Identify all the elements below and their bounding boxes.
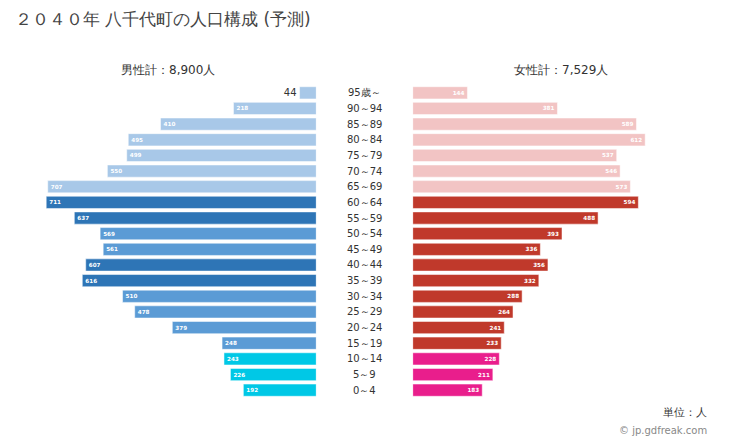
- svg-text:233: 233: [486, 340, 498, 346]
- svg-text:40～44: 40～44: [347, 259, 382, 270]
- svg-text:85～89: 85～89: [347, 119, 382, 130]
- svg-text:211: 211: [478, 372, 490, 378]
- svg-text:488: 488: [583, 215, 595, 221]
- svg-text:573: 573: [616, 184, 628, 190]
- svg-text:248: 248: [225, 340, 237, 346]
- svg-text:45～49: 45～49: [347, 244, 382, 255]
- svg-text:537: 537: [602, 152, 614, 158]
- svg-text:589: 589: [622, 121, 634, 127]
- svg-text:550: 550: [110, 168, 122, 174]
- svg-text:336: 336: [526, 246, 538, 252]
- svg-text:90～94: 90～94: [347, 103, 382, 114]
- svg-text:218: 218: [236, 105, 248, 111]
- svg-text:２０４０年 八千代町の人口構成 (予測): ２０４０年 八千代町の人口構成 (予測): [15, 9, 311, 29]
- svg-text:20～24: 20～24: [347, 322, 382, 333]
- svg-text:478: 478: [138, 309, 150, 315]
- svg-text:616: 616: [85, 278, 97, 284]
- svg-text:612: 612: [630, 137, 642, 143]
- svg-text:546: 546: [605, 168, 617, 174]
- svg-text:569: 569: [103, 231, 115, 237]
- svg-text:35～39: 35～39: [347, 275, 382, 286]
- svg-text:144: 144: [453, 90, 465, 96]
- svg-text:607: 607: [89, 262, 101, 268]
- svg-text:女性計：7,529人: 女性計：7,529人: [514, 63, 608, 77]
- svg-text:226: 226: [233, 372, 245, 378]
- svg-text:637: 637: [77, 215, 89, 221]
- svg-text:50～54: 50～54: [347, 228, 382, 239]
- svg-text:0～4: 0～4: [353, 385, 376, 396]
- svg-text:単位：人: 単位：人: [663, 406, 707, 419]
- svg-text:44: 44: [284, 87, 297, 98]
- svg-text:183: 183: [467, 387, 479, 393]
- svg-text:© jp.gdfreak.com: © jp.gdfreak.com: [619, 425, 707, 436]
- svg-text:379: 379: [175, 325, 187, 331]
- svg-text:594: 594: [624, 199, 636, 205]
- svg-text:192: 192: [246, 387, 258, 393]
- svg-text:30～34: 30～34: [347, 291, 382, 302]
- svg-text:381: 381: [543, 105, 555, 111]
- svg-text:95歳～: 95歳～: [348, 87, 381, 98]
- svg-text:5～9: 5～9: [353, 369, 376, 380]
- svg-text:男性計：8,900人: 男性計：8,900人: [121, 63, 215, 77]
- svg-text:356: 356: [533, 262, 545, 268]
- svg-text:55～59: 55～59: [347, 213, 382, 224]
- svg-text:707: 707: [51, 184, 63, 190]
- svg-text:10～14: 10～14: [347, 353, 382, 364]
- svg-text:241: 241: [489, 325, 501, 331]
- svg-text:15～19: 15～19: [347, 338, 382, 349]
- svg-text:75～79: 75～79: [347, 150, 382, 161]
- svg-text:393: 393: [547, 231, 559, 237]
- svg-text:25～29: 25～29: [347, 306, 382, 317]
- svg-text:332: 332: [524, 278, 536, 284]
- svg-text:499: 499: [130, 152, 142, 158]
- svg-text:495: 495: [131, 137, 143, 143]
- svg-text:264: 264: [498, 309, 510, 315]
- svg-text:510: 510: [126, 293, 138, 299]
- svg-text:228: 228: [485, 356, 497, 362]
- svg-text:80～84: 80～84: [347, 134, 382, 145]
- svg-text:288: 288: [507, 293, 519, 299]
- svg-text:711: 711: [49, 199, 61, 205]
- svg-text:65～69: 65～69: [347, 181, 382, 192]
- svg-text:60～64: 60～64: [347, 197, 382, 208]
- svg-text:243: 243: [227, 356, 239, 362]
- svg-text:561: 561: [106, 246, 118, 252]
- svg-text:70～74: 70～74: [347, 166, 382, 177]
- svg-text:410: 410: [164, 121, 176, 127]
